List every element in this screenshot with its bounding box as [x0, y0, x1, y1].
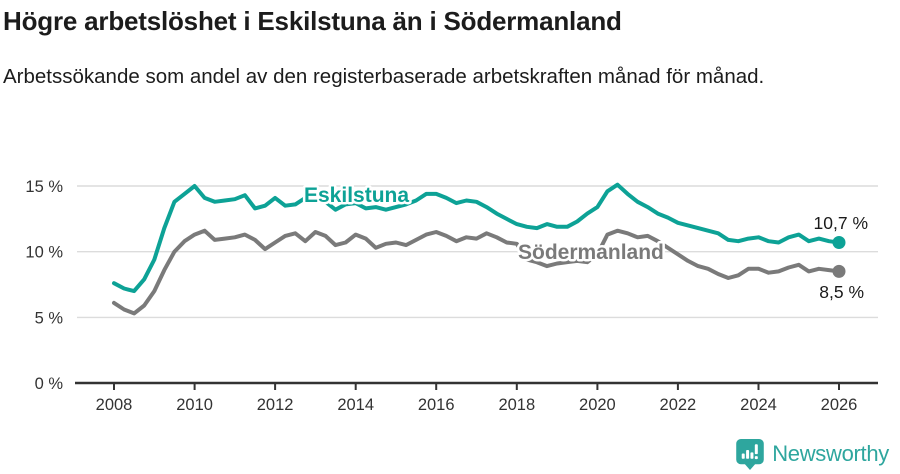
y-tick-label-5pct: 5 %	[35, 309, 64, 327]
page-title: Högre arbetslöshet i Eskilstuna än i Söd…	[3, 6, 622, 36]
x-tick-label-2020: 2020	[579, 396, 616, 414]
end-value-label-södermanland: 8,5 %	[819, 282, 864, 302]
newsworthy-icon	[736, 438, 764, 470]
x-tick-label-2008: 2008	[96, 396, 133, 414]
x-tick-label-2014: 2014	[337, 396, 374, 414]
x-tick-label-2018: 2018	[498, 396, 535, 414]
line-eskilstuna	[112, 182, 841, 294]
newsworthy-logo: Newsworthy	[736, 438, 889, 470]
end-value-label-eskilstuna: 10,7 %	[814, 213, 868, 233]
x-tick-label-2010: 2010	[176, 396, 213, 414]
x-tick-label-2016: 2016	[418, 396, 455, 414]
end-dot-södermanland	[832, 264, 846, 278]
newsworthy-wordmark: Newsworthy	[772, 441, 889, 466]
x-tick-label-2024: 2024	[740, 396, 777, 414]
y-tick-label-0pct: 0 %	[35, 375, 64, 393]
end-dot-eskilstuna	[832, 236, 846, 249]
series-label-södermanland: Södermanland	[518, 241, 664, 264]
x-tick-label-2022: 2022	[660, 396, 697, 414]
y-tick-label-10pct: 10 %	[25, 244, 63, 262]
page-subtitle: Arbetssökande som andel av den registerb…	[3, 65, 765, 88]
x-tick-label-2012: 2012	[257, 396, 294, 414]
x-tick-label-2026: 2026	[821, 396, 858, 414]
series-label-eskilstuna: Eskilstuna	[304, 184, 409, 207]
line-södermanland	[112, 228, 841, 316]
y-tick-label-15pct: 15 %	[25, 178, 63, 196]
